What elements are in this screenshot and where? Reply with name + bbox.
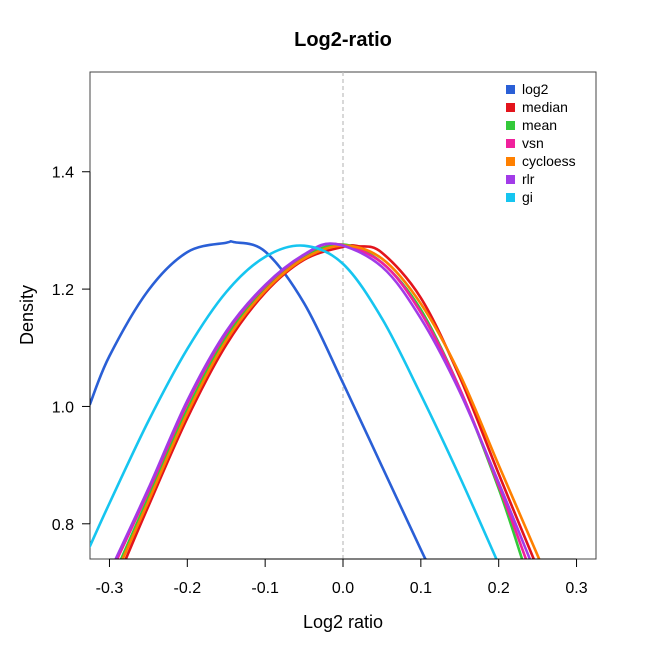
y-axis-label: Density bbox=[17, 285, 37, 345]
series-layer bbox=[90, 239, 541, 559]
x-tick-label: -0.2 bbox=[174, 580, 202, 597]
series-line-cycloess bbox=[121, 244, 541, 559]
y-tick-label: 1.0 bbox=[52, 399, 74, 416]
x-tick-label: 0.3 bbox=[565, 580, 587, 597]
legend: log2 median mean vsn cycloess rlr gi bbox=[506, 81, 576, 205]
legend-label-vsn: vsn bbox=[522, 135, 544, 151]
legend-swatch-log2 bbox=[506, 85, 515, 94]
legend-label-rlr: rlr bbox=[522, 171, 535, 187]
x-tick-label: -0.3 bbox=[96, 580, 124, 597]
x-tick-label: -0.1 bbox=[251, 580, 279, 597]
legend-label-cycloess: cycloess bbox=[522, 153, 576, 169]
y-tick-label: 0.8 bbox=[52, 517, 74, 534]
legend-swatch-cycloess bbox=[506, 157, 515, 166]
legend-label-mean: mean bbox=[522, 117, 557, 133]
legend-label-median: median bbox=[522, 99, 568, 115]
series-line-rlr bbox=[114, 242, 532, 559]
legend-swatch-vsn bbox=[506, 139, 515, 148]
y-axis: 0.8 1.0 1.2 1.4 bbox=[52, 165, 91, 534]
legend-label-gi: gi bbox=[522, 189, 533, 205]
x-tick-label: 0.0 bbox=[332, 580, 354, 597]
x-tick-label: 0.1 bbox=[410, 580, 432, 597]
x-tick-label: 0.2 bbox=[488, 580, 510, 597]
legend-swatch-rlr bbox=[506, 175, 515, 184]
series-line-log2 bbox=[90, 239, 427, 559]
y-tick-label: 1.4 bbox=[52, 165, 74, 182]
chart-title: Log2-ratio bbox=[294, 29, 392, 51]
legend-label-log2: log2 bbox=[522, 81, 549, 97]
series-line-gi bbox=[90, 244, 498, 559]
legend-swatch-median bbox=[506, 103, 515, 112]
x-axis-label: Log2 ratio bbox=[303, 612, 383, 632]
legend-swatch-gi bbox=[506, 193, 515, 202]
legend-swatch-mean bbox=[506, 121, 515, 130]
series-line-mean bbox=[119, 243, 524, 559]
y-tick-label: 1.2 bbox=[52, 282, 74, 299]
x-axis: -0.3 -0.2 -0.1 0.0 0.1 0.2 0.3 bbox=[96, 558, 588, 597]
